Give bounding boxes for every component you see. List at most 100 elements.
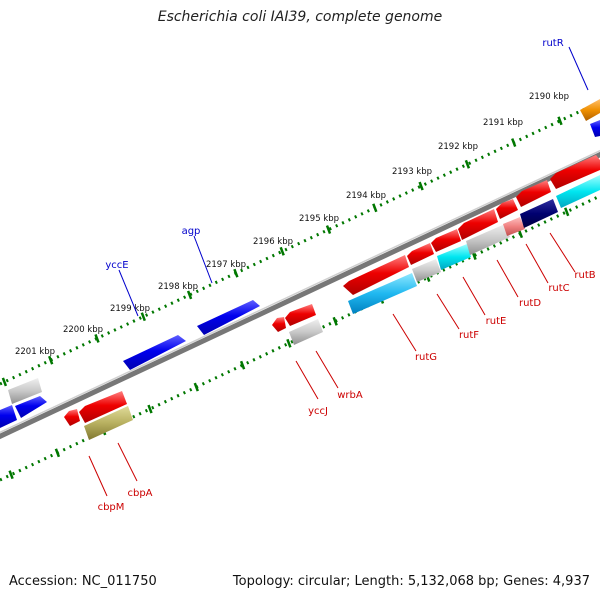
cds-rutD[interactable] <box>458 209 498 240</box>
gene-label-rutG[interactable]: rutG <box>415 352 437 363</box>
gene-label-yccE[interactable]: yccE <box>105 260 128 271</box>
cds-forward-rutR[interactable] <box>580 99 600 121</box>
accession-text: Accession: NC_011750 <box>9 574 157 589</box>
leader-cbpA <box>117 442 138 482</box>
cds-rutB-alt[interactable] <box>520 199 558 228</box>
leader-rutD <box>496 259 519 298</box>
leader-rutG <box>392 313 417 352</box>
cds-forward-yccE[interactable] <box>123 335 186 370</box>
cds-rutB[interactable] <box>516 180 551 207</box>
outer-major-tick <box>140 312 146 322</box>
tick-label: 2191 kbp <box>483 118 523 128</box>
outer-major-tick <box>233 268 239 278</box>
tick-label: 2193 kbp <box>392 167 432 177</box>
inner-major-tick <box>8 470 14 480</box>
outer-major-tick <box>464 159 471 169</box>
leader-agp <box>193 235 213 284</box>
cds-rutF-alt[interactable] <box>412 259 441 282</box>
cds-rutF[interactable] <box>407 243 434 265</box>
inner-tick-track <box>0 194 600 482</box>
outer-major-tick <box>372 203 378 213</box>
cds-forward-agp[interactable] <box>197 300 260 335</box>
outer-major-tick <box>557 116 563 126</box>
gene-label-agp[interactable]: agp <box>182 226 201 237</box>
leader-yccJ <box>295 360 319 400</box>
inner-major-tick <box>564 207 570 217</box>
outer-major-tick <box>48 355 54 365</box>
map-title: Escherichia coli IAI39, complete genome <box>157 9 443 25</box>
gene-label-rutE[interactable]: rutE <box>486 316 507 327</box>
gene-label-rutF[interactable]: rutF <box>459 330 479 341</box>
outer-major-tick <box>511 138 517 147</box>
cds-rutA[interactable] <box>550 155 600 189</box>
cds-rutG-alt[interactable] <box>348 273 417 314</box>
tick-label: 2200 kbp <box>63 325 103 335</box>
cds-cbpM[interactable] <box>64 409 80 426</box>
cds-yccJ[interactable] <box>272 317 286 332</box>
inner-major-tick <box>147 404 153 414</box>
leader-rutB <box>549 232 576 273</box>
gene-label-rutR[interactable]: rutR <box>542 38 563 49</box>
outer-major-tick <box>1 377 8 387</box>
tick-label: 2199 kbp <box>110 304 150 314</box>
cds-rutD-alt[interactable] <box>466 224 510 255</box>
tick-label: 2201 kbp <box>15 347 55 357</box>
tick-labels: 2190 kbp 2191 kbp 2192 kbp 2193 kbp 2194 kbp… <box>15 92 569 357</box>
inner-major-tick <box>332 316 338 326</box>
inner-major-ticks <box>8 207 570 480</box>
tick-label: 2194 kbp <box>346 191 386 201</box>
cds-rutE-alt[interactable] <box>437 244 471 270</box>
genome-summary-text: Topology: circular; Length: 5,132,068 bp… <box>232 574 590 589</box>
forward-strand-features <box>0 99 600 428</box>
cds-gray-left[interactable] <box>8 378 42 404</box>
gene-label-yccJ[interactable]: yccJ <box>308 406 328 417</box>
cds-cbpA-alt[interactable] <box>84 406 133 440</box>
cds-forward-rutR-2[interactable] <box>590 120 600 137</box>
tick-label: 2195 kbp <box>299 214 339 224</box>
outer-major-tick <box>186 290 193 300</box>
leader-rutC <box>525 243 549 284</box>
outer-major-tick <box>279 246 285 256</box>
inner-major-tick <box>193 382 199 392</box>
tick-label: 2198 kbp <box>158 282 198 292</box>
tick-label: 2192 kbp <box>438 142 478 152</box>
leader-rutF <box>436 293 460 330</box>
gene-labels: rutR agp yccE rutB rutC rutD rutE rutF r… <box>98 38 596 513</box>
cds-wrbA-alt[interactable] <box>289 319 323 345</box>
cds-wrbA[interactable] <box>285 304 316 326</box>
cds-forward-left[interactable] <box>15 396 47 418</box>
outer-major-ticks <box>1 116 563 387</box>
inner-major-tick <box>54 448 61 458</box>
outer-major-tick <box>325 225 332 235</box>
cds-rutC[interactable] <box>496 199 518 219</box>
leader-rutR <box>568 46 589 91</box>
cds-forward-left-edge[interactable] <box>0 405 17 428</box>
leader-rutE <box>462 276 486 316</box>
cds-cbpA[interactable] <box>79 391 127 423</box>
cds-rutE[interactable] <box>431 229 461 252</box>
tick-label: 2196 kbp <box>253 237 293 247</box>
cds-rutA-alt[interactable] <box>556 175 600 208</box>
gene-label-rutB[interactable]: rutB <box>574 270 595 281</box>
gene-label-wrbA[interactable]: wrbA <box>337 390 363 401</box>
inner-major-tick <box>239 360 246 370</box>
gene-label-rutC[interactable]: rutC <box>548 283 569 294</box>
backbone-highlight <box>0 149 600 434</box>
cds-rutG[interactable] <box>343 255 409 295</box>
tick-label: 2197 kbp <box>206 260 246 270</box>
gene-label-cbpM[interactable]: cbpM <box>98 502 125 513</box>
cds-rutC-alt[interactable] <box>503 217 525 236</box>
gene-label-cbpA[interactable]: cbpA <box>127 488 152 499</box>
gene-label-rutD[interactable]: rutD <box>519 298 541 309</box>
leader-yccE <box>118 269 139 317</box>
inner-major-tick <box>286 338 292 348</box>
outer-major-tick <box>418 181 424 191</box>
tick-label: 2190 kbp <box>529 92 569 102</box>
reverse-strand-features <box>64 155 600 440</box>
leader-wrbA <box>315 350 339 389</box>
leader-cbpM <box>88 455 108 497</box>
backbone-line <box>0 151 600 440</box>
outer-major-tick <box>94 333 100 343</box>
label-leaders <box>88 46 589 497</box>
